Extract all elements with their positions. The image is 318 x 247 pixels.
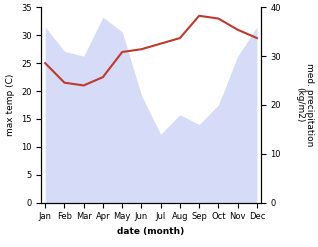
X-axis label: date (month): date (month) — [117, 227, 185, 236]
Y-axis label: med. precipitation
(kg/m2): med. precipitation (kg/m2) — [295, 63, 315, 147]
Y-axis label: max temp (C): max temp (C) — [6, 74, 16, 136]
